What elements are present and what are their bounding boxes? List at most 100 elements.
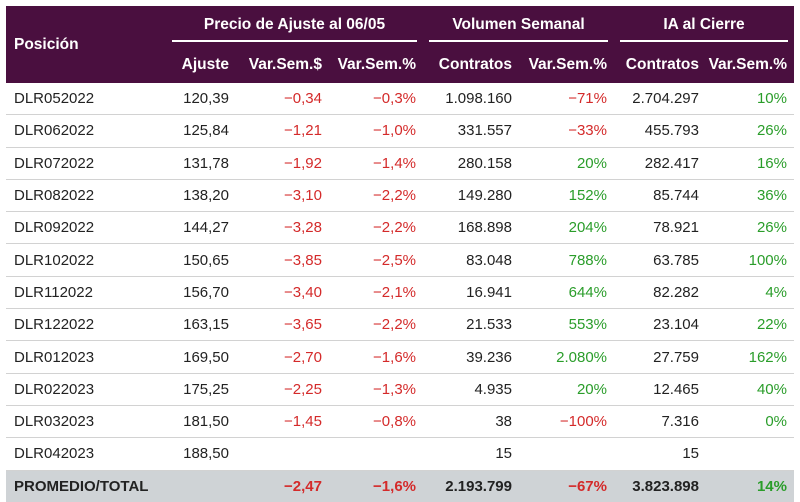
vol-var-pct-cell: 20% [519,147,614,180]
oi-var-pct-cell: 14% [706,470,794,502]
ajuste-cell: 156,70 [166,276,236,310]
position-header: Posición [6,6,166,83]
position-cell: DLR122022 [6,308,166,342]
var-sem-abs-cell: −3,65 [236,308,329,342]
var-sem-abs-cell: −1,21 [236,114,329,148]
subheader-ajuste: Ajuste [166,46,236,83]
vol-contratos-cell: 168.898 [423,211,519,245]
position-cell: DLR042023 [6,437,166,471]
vol-contratos-cell: 16.941 [423,276,519,310]
var-sem-abs-cell [236,437,329,471]
position-cell: DLR012023 [6,340,166,374]
oi-var-pct-cell: 36% [706,179,794,213]
oi-var-pct-cell: 16% [706,147,794,180]
position-cell: DLR112022 [6,276,166,310]
oi-contratos-cell: 3.823.898 [614,470,706,502]
oi-var-pct-cell [706,437,794,471]
var-sem-pct-cell: −0,8% [329,405,423,439]
var-sem-abs-cell: −2,47 [236,470,329,502]
oi-contratos-cell: 455.793 [614,114,706,148]
var-sem-pct-cell: −1,3% [329,373,423,406]
vol-var-pct-cell: 152% [519,179,614,213]
var-sem-pct-cell: −2,5% [329,243,423,277]
position-cell: DLR032023 [6,405,166,439]
subheader-var-sem-pct: Var.Sem.% [329,46,423,83]
var-sem-pct-cell: −2,1% [329,276,423,310]
vol-var-pct-cell: 788% [519,243,614,277]
oi-contratos-cell: 12.465 [614,373,706,406]
ajuste-cell: 163,15 [166,308,236,342]
var-sem-abs-cell: −2,25 [236,373,329,406]
oi-var-pct-cell: 4% [706,276,794,310]
oi-var-pct-cell: 26% [706,211,794,245]
var-sem-abs-cell: −3,28 [236,211,329,245]
vol-contratos-cell: 2.193.799 [423,470,519,502]
vol-contratos-cell: 15 [423,437,519,471]
var-sem-abs-cell: −3,10 [236,179,329,213]
table-row: DLR042023 188,50 15 15 [6,437,794,471]
var-sem-pct-cell: −1,6% [329,470,423,502]
vol-contratos-cell: 331.557 [423,114,519,148]
oi-var-pct-cell: 22% [706,308,794,342]
var-sem-pct-cell: −2,2% [329,308,423,342]
position-cell: DLR022023 [6,373,166,406]
table-row: DLR122022 163,15 −3,65 −2,2% 21.533 553% 23.10… [6,308,794,342]
oi-contratos-cell: 23.104 [614,308,706,342]
vol-var-pct-cell: −71% [519,83,614,116]
vol-contratos-cell: 1.098.160 [423,83,519,116]
oi-var-pct-cell: 0% [706,405,794,439]
position-cell: PROMEDIO/TOTAL [6,470,166,502]
oi-var-pct-cell: 162% [706,340,794,374]
oi-contratos-cell: 15 [614,437,706,471]
vol-var-pct-cell: −67% [519,470,614,502]
vol-var-pct-cell: 20% [519,373,614,406]
ajuste-cell: 175,25 [166,373,236,406]
var-sem-abs-cell: −1,92 [236,147,329,180]
oi-contratos-cell: 7.316 [614,405,706,439]
position-cell: DLR082022 [6,179,166,213]
vol-contratos-cell: 38 [423,405,519,439]
futures-table-container: Posición Precio de Ajuste al 06/05 Volum… [6,6,794,502]
table-row: DLR012023 169,50 −2,70 −1,6% 39.236 2.080% 27.… [6,340,794,374]
ajuste-cell: 138,20 [166,179,236,213]
vol-var-pct-cell: 644% [519,276,614,310]
vol-var-pct-cell: 2.080% [519,340,614,374]
position-cell: DLR052022 [6,83,166,116]
ajuste-cell: 181,50 [166,405,236,439]
ajuste-cell: 188,50 [166,437,236,471]
vol-contratos-cell: 83.048 [423,243,519,277]
table-row: DLR062022 125,84 −1,21 −1,0% 331.557 −33% 455.… [6,114,794,148]
oi-contratos-cell: 85.744 [614,179,706,213]
oi-contratos-cell: 78.921 [614,211,706,245]
position-cell: DLR102022 [6,243,166,277]
ajuste-cell: 169,50 [166,340,236,374]
vol-var-pct-cell: 553% [519,308,614,342]
volume-group-header: Volumen Semanal [423,6,614,46]
vol-var-pct-cell [519,437,614,471]
price-group-header: Precio de Ajuste al 06/05 [166,6,423,46]
vol-contratos-cell: 149.280 [423,179,519,213]
vol-var-pct-cell: −33% [519,114,614,148]
position-cell: DLR062022 [6,114,166,148]
var-sem-abs-cell: −1,45 [236,405,329,439]
oi-var-pct-cell: 100% [706,243,794,277]
subheader-oi-var-pct: Var.Sem.% [706,46,794,83]
var-sem-abs-cell: −2,70 [236,340,329,374]
table-body: DLR052022 120,39 −0,34 −0,3% 1.098.160 −71% 2.… [6,83,794,502]
oi-contratos-cell: 82.282 [614,276,706,310]
open-interest-group-header: IA al Cierre [614,6,794,46]
ajuste-cell [166,470,236,502]
position-cell: DLR092022 [6,211,166,245]
vol-contratos-cell: 39.236 [423,340,519,374]
var-sem-abs-cell: −3,85 [236,243,329,277]
ajuste-cell: 125,84 [166,114,236,148]
vol-var-pct-cell: 204% [519,211,614,245]
vol-contratos-cell: 4.935 [423,373,519,406]
var-sem-pct-cell: −1,4% [329,147,423,180]
table-row: DLR072022 131,78 −1,92 −1,4% 280.158 20% 282.4… [6,147,794,180]
subheader-var-sem-abs: Var.Sem.$ [236,46,329,83]
oi-var-pct-cell: 26% [706,114,794,148]
var-sem-pct-cell: −1,0% [329,114,423,148]
var-sem-abs-cell: −0,34 [236,83,329,116]
futures-summary-table: Posición Precio de Ajuste al 06/05 Volum… [6,6,794,502]
